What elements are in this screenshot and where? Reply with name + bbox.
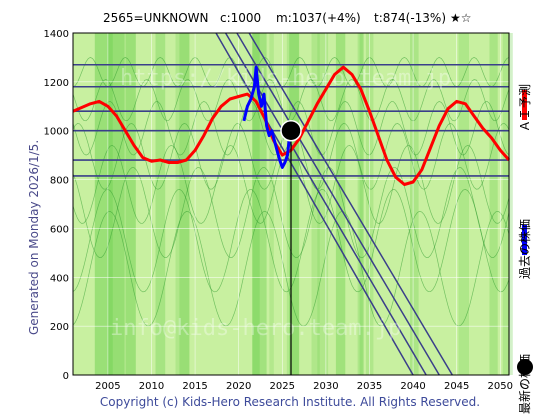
- bg-band: [458, 33, 469, 375]
- y-tick-label: 600: [50, 224, 69, 235]
- y-tick-label: 1200: [44, 78, 69, 89]
- legend-label-past: 過去の株価: [517, 219, 532, 279]
- x-tick-label: 2010: [139, 381, 164, 392]
- bg-band: [311, 33, 320, 375]
- header-max: m:1037(+4%): [276, 11, 361, 25]
- trend-line: [248, 32, 453, 376]
- y-tick-label: 1400: [44, 29, 69, 40]
- bg-band: [125, 33, 136, 375]
- series-layer: [72, 65, 511, 375]
- x-tick-label: 2005: [95, 381, 120, 392]
- bg-band: [175, 33, 190, 375]
- bg-band: [94, 33, 113, 375]
- bg-band: [489, 33, 498, 375]
- series-past-price: [242, 65, 292, 169]
- y-tick-label: 400: [50, 273, 69, 284]
- bg-band: [179, 33, 190, 375]
- bg-band: [357, 33, 363, 375]
- x-tick-label: 2040: [400, 381, 425, 392]
- header-ticker: 2565=UNKNOWN: [103, 11, 209, 25]
- y-tick-label: 200: [50, 322, 69, 333]
- bg-band: [359, 33, 364, 375]
- latest-price-marker: [280, 119, 302, 142]
- legend-marker-latest: [517, 359, 533, 375]
- bg-band: [335, 33, 346, 375]
- bg-band: [269, 33, 274, 375]
- x-tick-label: 2045: [444, 381, 469, 392]
- legend-label-forecast: ＡＩ予測: [518, 84, 532, 132]
- generated-date-label: Generated on Monday 2026/1/5.: [27, 140, 41, 335]
- x-tick-label: 2025: [270, 381, 295, 392]
- header-target: t:874(-13%): [374, 11, 446, 25]
- copyright-notice: Copyright (c) Kids-Hero Research Institu…: [100, 395, 480, 409]
- x-tick-label: 2015: [182, 381, 207, 392]
- bg-wave: [72, 101, 510, 156]
- y-tick-label: 1000: [44, 127, 69, 138]
- legend-swatch-forecast: [522, 90, 527, 120]
- header-rating: ★☆: [450, 11, 472, 25]
- header-current: c:1000: [220, 11, 261, 25]
- x-tick-label: 2035: [357, 381, 382, 392]
- x-tick-label: 2030: [313, 381, 338, 392]
- bg-band: [410, 33, 419, 375]
- bg-band: [289, 33, 300, 375]
- bg-band: [502, 33, 513, 375]
- bg-band: [317, 33, 329, 375]
- watermark-top: https://kids-hero.team.jp: [120, 66, 451, 91]
- bg-band: [252, 33, 260, 375]
- trend-line: [236, 32, 440, 376]
- trend-line: [215, 32, 414, 376]
- plot-area: https://kids-hero.team.jp info@kids-hero…: [72, 32, 513, 376]
- legend-swatch-past: [522, 225, 527, 255]
- legend: ＡＩ予測 過去の株価 最新の株価: [517, 84, 533, 414]
- legend-label-latest: 最新の株価: [517, 354, 532, 414]
- bg-wave: [72, 57, 510, 88]
- bg-band: [155, 33, 166, 375]
- watermark-bottom: info@kids-hero.team.jp: [110, 316, 401, 341]
- x-tick-label: 2020: [226, 381, 251, 392]
- x-axis-ticks: 2005 2010 2015 2020 2025 2030 2035 2040 2045 2050: [95, 381, 513, 392]
- plot-border: [72, 32, 510, 376]
- y-tick-label: 0: [63, 371, 69, 382]
- y-axis-ticks: 0 200 400 600 800 1000 1200 1400: [44, 29, 69, 382]
- watermark-layer: https://kids-hero.team.jp info@kids-hero…: [110, 66, 451, 341]
- y-tick-label: 800: [50, 176, 69, 187]
- x-tick-label: 2050: [488, 381, 513, 392]
